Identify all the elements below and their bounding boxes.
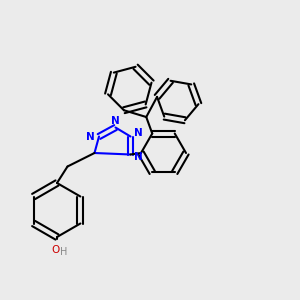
Text: N: N <box>134 128 142 138</box>
Text: N: N <box>111 116 120 126</box>
Text: N: N <box>134 152 142 163</box>
Text: O: O <box>51 245 60 255</box>
Text: H: H <box>60 247 67 257</box>
Text: N: N <box>86 131 95 142</box>
